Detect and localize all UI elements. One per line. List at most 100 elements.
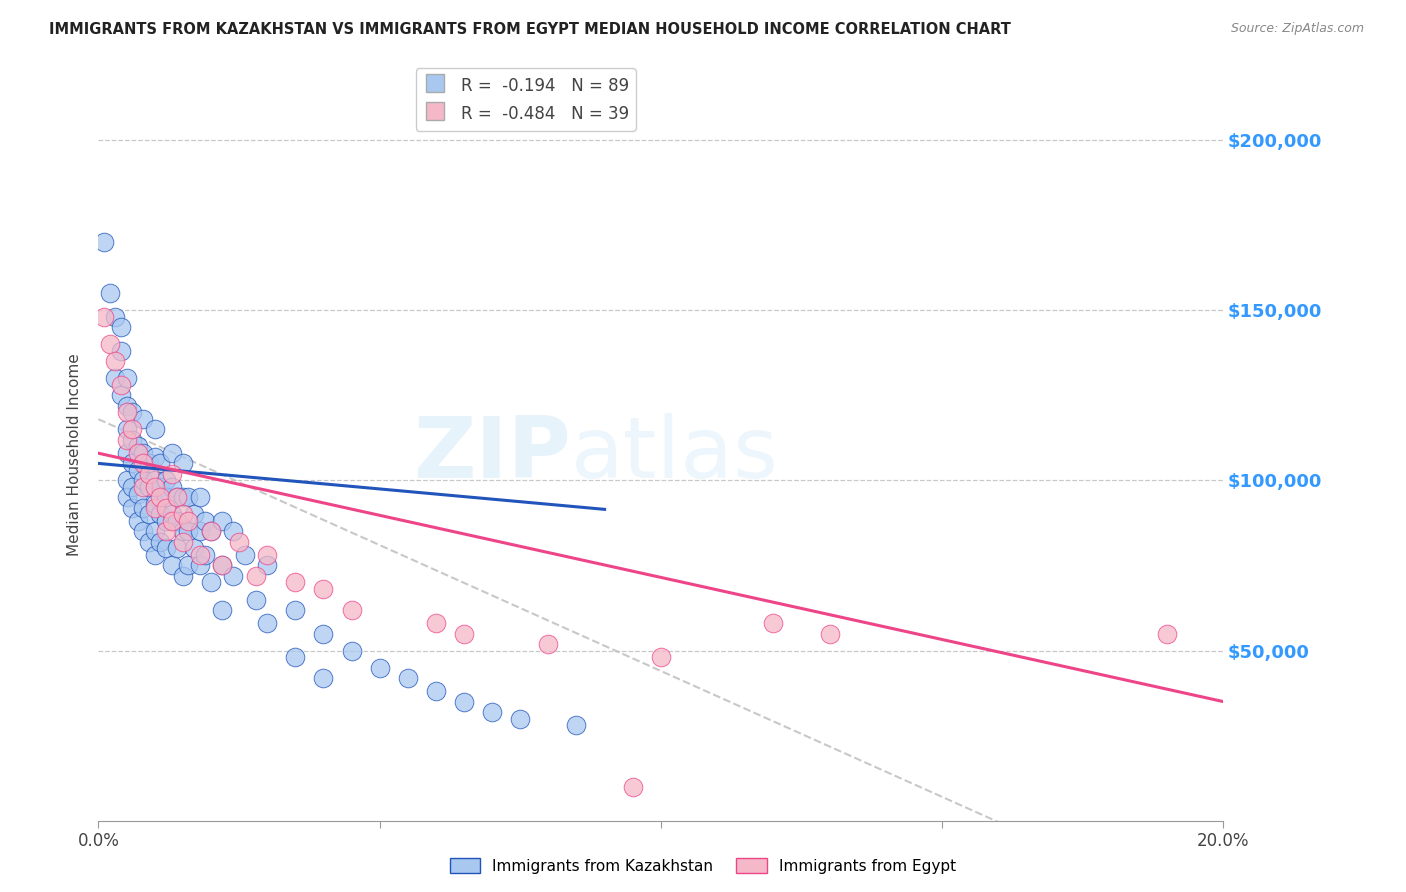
Point [155,474,177,488]
Point [211,603,233,617]
Point [284,650,307,665]
Point [211,558,233,573]
Point [818,626,841,640]
Point [143,524,166,539]
Point [565,718,588,732]
Point [155,541,177,556]
Point [166,541,188,556]
Point [132,500,155,515]
Point [368,660,391,674]
Point [194,514,217,528]
Point [172,508,194,522]
Point [143,422,166,436]
Point [127,514,149,528]
Point [340,643,363,657]
Point [138,457,160,471]
Point [132,457,155,471]
Point [172,491,194,505]
Point [98,337,121,351]
Point [425,684,447,698]
Point [143,480,166,494]
Point [284,575,307,590]
Point [155,524,177,539]
Point [211,514,233,528]
Point [537,637,560,651]
Point [177,524,200,539]
Point [650,650,672,665]
Point [138,534,160,549]
Point [138,508,160,522]
Point [121,422,143,436]
Point [115,399,138,413]
Point [200,575,222,590]
Point [312,582,335,597]
Point [172,534,194,549]
Point [149,508,172,522]
Point [160,514,183,528]
Point [396,671,419,685]
Point [132,524,155,539]
Point [149,480,172,494]
Point [127,446,149,460]
Point [115,405,138,419]
Point [155,491,177,505]
Text: ZIP: ZIP [413,413,571,497]
Point [115,474,138,488]
Y-axis label: Median Household Income: Median Household Income [67,353,83,557]
Point [188,549,211,563]
Point [121,500,143,515]
Point [149,457,172,471]
Point [200,524,222,539]
Point [256,549,278,563]
Point [132,480,155,494]
Point [143,450,166,464]
Point [138,467,160,481]
Text: Source: ZipAtlas.com: Source: ZipAtlas.com [1230,22,1364,36]
Point [256,558,278,573]
Point [166,491,188,505]
Point [194,549,217,563]
Legend: Immigrants from Kazakhstan, Immigrants from Egypt: Immigrants from Kazakhstan, Immigrants f… [443,852,963,880]
Point [115,491,138,505]
Point [1156,626,1178,640]
Point [172,524,194,539]
Point [160,446,183,460]
Point [312,626,335,640]
Point [143,500,166,515]
Point [160,480,183,494]
Point [98,286,121,301]
Point [93,310,115,325]
Point [621,780,644,794]
Point [183,541,205,556]
Point [132,446,155,460]
Point [143,474,166,488]
Point [160,558,183,573]
Point [762,616,785,631]
Point [127,439,149,453]
Point [453,626,475,640]
Point [166,514,188,528]
Point [160,508,183,522]
Point [110,388,132,402]
Point [245,592,267,607]
Point [166,491,188,505]
Point [256,616,278,631]
Point [104,371,127,385]
Point [245,568,267,582]
Point [143,549,166,563]
Point [104,354,127,368]
Text: atlas: atlas [571,413,779,497]
Point [222,524,245,539]
Point [453,695,475,709]
Point [115,433,138,447]
Point [115,422,138,436]
Point [188,524,211,539]
Point [211,558,233,573]
Point [177,514,200,528]
Point [115,371,138,385]
Point [127,463,149,477]
Point [425,616,447,631]
Point [509,712,531,726]
Point [177,558,200,573]
Point [340,603,363,617]
